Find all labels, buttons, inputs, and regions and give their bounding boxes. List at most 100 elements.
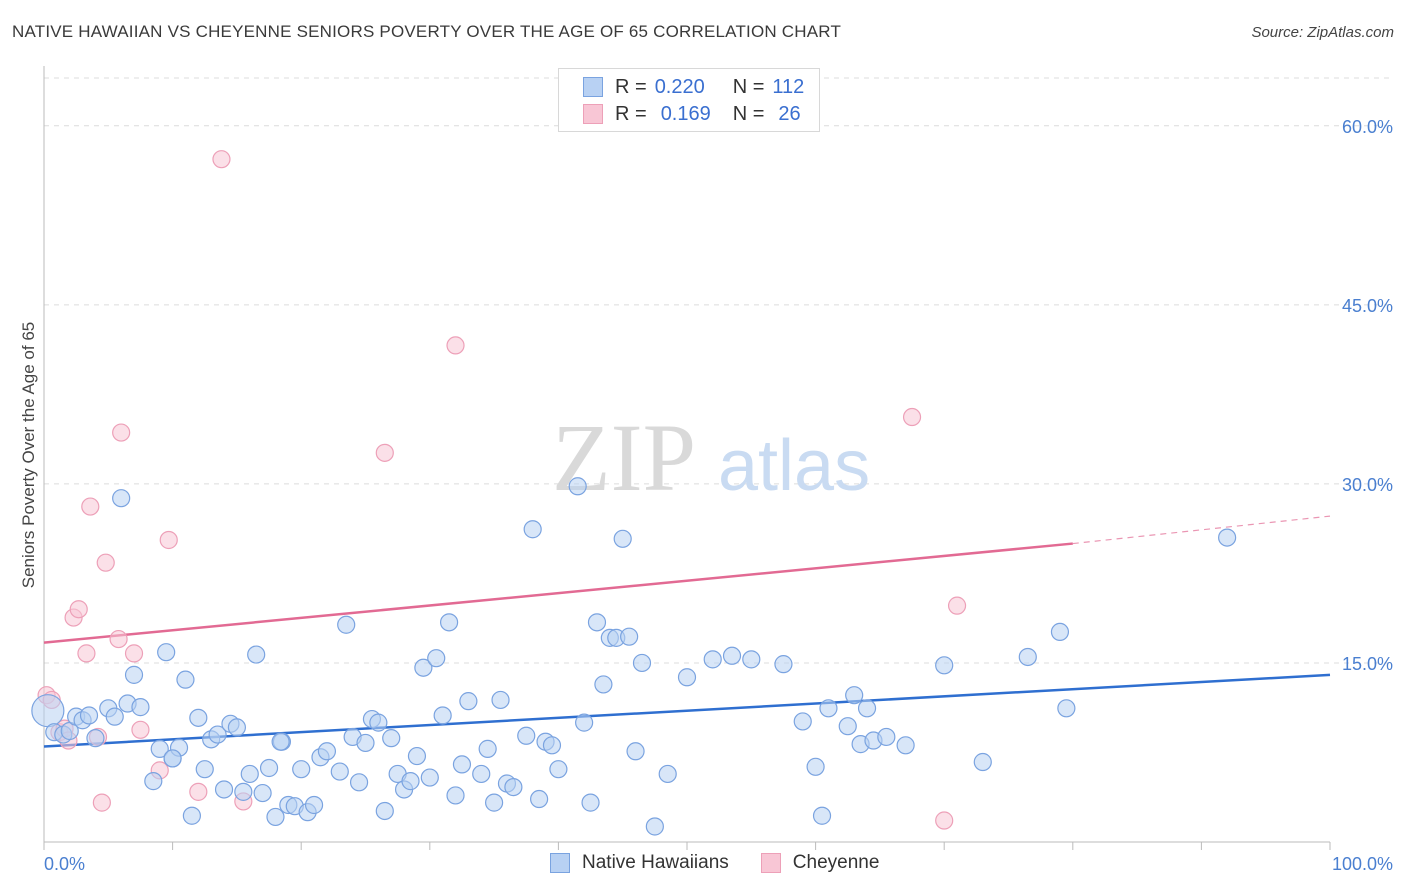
watermark-atlas: atlas [718,426,870,506]
cheyenne-point [159,530,178,550]
native-hawaiian-point [459,692,478,711]
native-hawaiian-point [330,762,349,781]
native-hawaiian-point [793,712,812,731]
cheyenne-point [947,596,967,615]
native-hawaiian-point [163,749,182,768]
native-hawaiian-point [581,793,600,812]
native-hawaiian-point [845,686,864,705]
native-hawaiian-point [632,653,652,673]
native-hawaiian-point [369,713,388,732]
native-hawaiian-point [896,736,915,755]
y-tick-label: 15.0% [1342,654,1393,674]
cheyenne-point [81,497,100,516]
stats-legend: R = 0.220 N = 112 R = 0.169 N = 26 [558,68,820,132]
native-hawaiian-point [645,817,664,836]
watermark: ZIP atlas [552,404,870,511]
native-hawaiian-point [439,613,459,632]
cheyenne-point [375,443,394,462]
native-hawaiian-point [227,718,246,737]
blue-swatch [583,77,603,97]
y-axis-label: Seniors Poverty Over the Age of 65 [19,322,38,588]
native-hawaiian-point [485,793,504,812]
native-hawaiian-point [31,694,65,728]
native-hawaiian-point [131,698,150,717]
native-hawaiian-point [234,782,253,801]
native-hawaiian-point [1018,647,1037,667]
blue-swatch [550,853,570,873]
cheyenne-point [109,629,128,649]
native-hawaiian-point [349,773,369,792]
native-hawaiian-point [420,768,439,787]
native-hawaiian-point [195,760,214,779]
native-hawaiian-point [677,668,697,687]
native-hawaiian-point [626,742,645,761]
native-hawaiian-point [79,706,99,725]
native-hawaiian-point [433,706,452,725]
cheyenne-point [189,782,208,801]
native-hawaiian-point [774,655,793,674]
x-tick-label: 0.0% [44,854,85,874]
cheyenne-point [124,644,144,663]
tick-labels: 15.0% 30.0% 45.0% 60.0% 0.0% 100.0% [44,117,1393,874]
cheyenne-point [96,553,115,572]
stats-row-cheyenne: R = 0.169 N = 26 [583,102,801,126]
native-hawaiian-point [812,806,832,825]
native-hawaiian-point [613,529,632,548]
cheyenne-point [212,150,231,169]
native-hawaiian-point [271,732,290,751]
native-hawaiian-point [144,772,163,791]
native-hawaiian-point [382,729,401,748]
native-hawaiian-point [414,658,433,677]
r-label: R = [615,75,647,98]
native-hawaiian-point [189,708,208,727]
native-hawaiian-point [112,489,131,508]
native-hawaiian-point [504,777,523,797]
cheyenne-point [112,423,131,442]
native-hawaiian-point [549,760,568,779]
native-hawaiian-point [620,627,639,646]
native-hawaiian-point [857,699,877,718]
cheyenne-point [77,644,96,663]
n-value: 112 [772,75,805,98]
native-hawaiian-point [472,764,491,784]
native-hawaiian-point [375,801,394,821]
native-hawaiian-point [259,758,279,778]
native-hawaiian-point [176,670,195,689]
series-legend: Native Hawaiians Cheyenne [550,852,911,874]
watermark-zip: ZIP [552,404,696,511]
native-hawaiian-point [1218,528,1237,547]
native-hawaiian-point [819,699,838,718]
native-hawaiian-point [105,707,124,726]
r-value: 0.220 [654,75,705,98]
native-hawaiian-point [517,726,536,745]
native-hawaiian-point [247,645,266,664]
pink-swatch [583,104,603,124]
native-hawaiian-point [124,665,144,684]
y-tick-label: 60.0% [1342,117,1393,137]
cheyenne-point [935,811,954,830]
native-hawaiian-point [722,646,742,665]
y-tick-label: 30.0% [1342,475,1393,495]
native-hawaiian-point [292,760,311,779]
native-hawaiian-point [1050,622,1070,642]
native-hawaiian-point [253,783,272,803]
native-hawaiian-point [703,650,722,669]
native-hawaiian-point [742,650,761,669]
legend-item-cheyenne: Cheyenne [760,852,879,874]
native-hawaiian-point [806,757,825,776]
legend-label: Native Hawaiians [582,852,729,873]
native-hawaiian-point [401,772,420,791]
native-hawaiian-point [568,477,587,496]
native-hawaiian-point [214,780,234,799]
cheyenne-point [446,336,465,355]
native-hawaiian-point [356,733,375,753]
native-hawaiian-point [86,729,105,748]
chart-title: NATIVE HAWAIIAN VS CHEYENNE SENIORS POVE… [12,22,842,41]
native-hawaiian-point [587,613,607,632]
native-hawaiian-point [575,713,594,732]
n-value: 26 [778,102,801,125]
native-hawaiian-point [491,690,510,710]
cheyenne-trend-line [43,542,1073,644]
stats-row-native-hawaiians: R = 0.220 N = 112 [583,75,804,99]
